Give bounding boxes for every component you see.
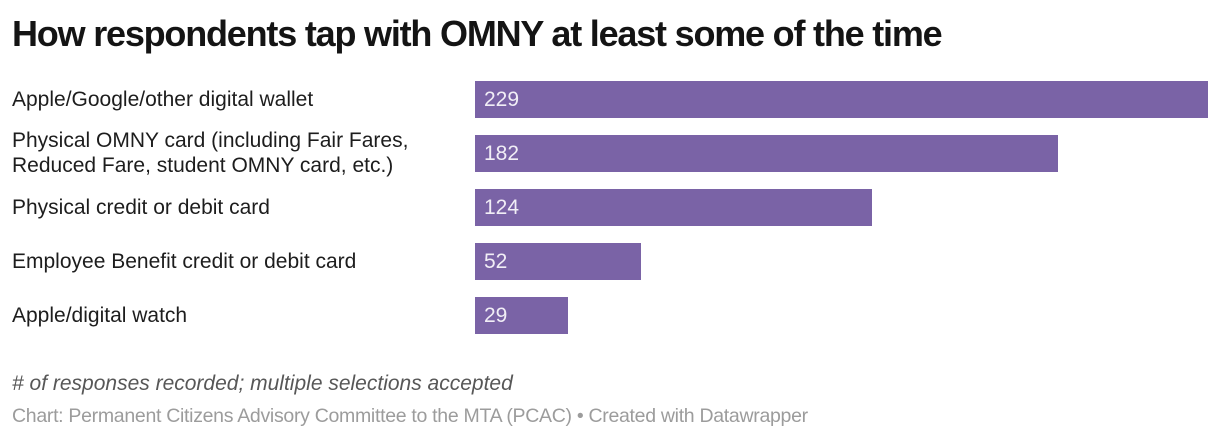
value-label: 229 xyxy=(484,87,520,111)
bar: 52 xyxy=(475,242,642,280)
value-label: 182 xyxy=(484,141,520,165)
category-label: Physical credit or debit card xyxy=(12,195,270,219)
category-label: Employee Benefit credit or debit card xyxy=(12,249,357,273)
value-label: 52 xyxy=(484,249,508,273)
bar-track: 52 xyxy=(475,242,1208,280)
bar-track: 29 xyxy=(475,296,1208,334)
chart-row: Physical credit or debit card 124 xyxy=(12,180,1208,234)
chart-row: Apple/Google/other digital wallet 229 xyxy=(12,72,1208,126)
bar-track: 182 xyxy=(475,134,1208,172)
chart-attribution: Chart: Permanent Citizens Advisory Commi… xyxy=(12,405,808,427)
bar: 229 xyxy=(475,80,1208,118)
category-label: Apple/Google/other digital wallet xyxy=(12,87,314,111)
category-label: Apple/digital watch xyxy=(12,303,188,327)
chart-row: Physical OMNY card (including Fair Fares… xyxy=(12,126,1208,180)
chart-rows: Apple/Google/other digital wallet 229 Phys… xyxy=(12,72,1208,342)
bar-track: 229 xyxy=(475,80,1208,118)
category-label: Physical OMNY card (including Fair Fares… xyxy=(12,129,409,177)
chart-row: Employee Benefit credit or debit card 52 xyxy=(12,234,1208,288)
chart-row: Apple/digital watch 29 xyxy=(12,288,1208,342)
value-label: 29 xyxy=(484,303,508,327)
bar: 182 xyxy=(475,134,1058,172)
chart-footnote: # of responses recorded; multiple select… xyxy=(12,372,513,395)
bar: 124 xyxy=(475,188,872,226)
page-title: How respondents tap with OMNY at least s… xyxy=(12,13,943,54)
value-label: 124 xyxy=(484,195,520,219)
bar: 29 xyxy=(475,296,568,334)
bar-track: 124 xyxy=(475,188,1208,226)
